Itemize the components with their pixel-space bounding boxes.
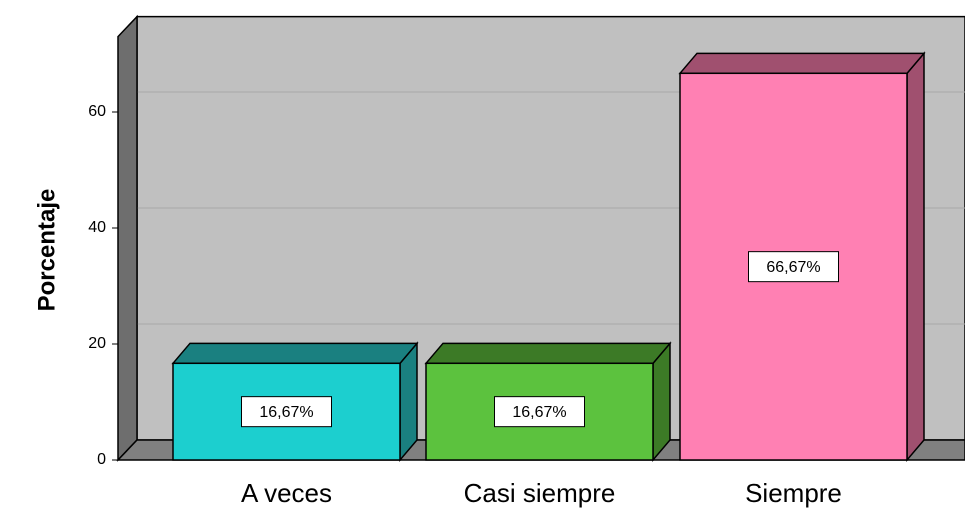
value-label-box [748,251,839,283]
value-label: 16,67% [512,404,566,421]
bar-top [424,342,672,365]
value-label-box [241,396,332,428]
y-tick-label: 20 [88,335,106,352]
x-tick-label: A veces [241,478,332,508]
x-tick-label: Casi siempre [464,478,616,508]
y-tick-label: 60 [88,103,106,120]
left-wall [117,14,138,462]
value-label: 66,67% [766,259,820,276]
bar-top [678,52,926,75]
y-tick-label: 0 [97,451,106,468]
value-label: 16,67% [259,404,313,421]
bar-top [171,342,419,365]
y-tick-label: 40 [88,219,106,236]
bar-side [906,51,925,463]
value-label-box [494,396,585,428]
x-tick-label: Siempre [745,478,842,508]
y-axis-label: Porcentaje [33,189,60,312]
